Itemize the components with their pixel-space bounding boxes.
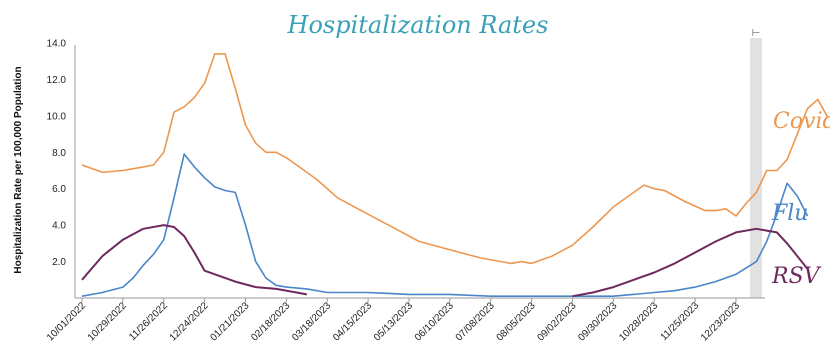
y-tick-label: 2.0	[52, 257, 66, 268]
series-lines	[81, 53, 829, 298]
y-tick-label: 14.0	[47, 39, 67, 50]
current-period-marker: ⊢	[752, 28, 761, 39]
chart-title: Hospitalization Rates	[287, 11, 549, 39]
y-tick-label: 10.0	[47, 111, 67, 122]
y-tick-label: 4.0	[52, 221, 66, 232]
y-tick-label: 12.0	[47, 75, 67, 86]
legend-rsv: RSV	[771, 264, 822, 289]
current-period-band	[750, 38, 762, 298]
series-line-rsv	[572, 227, 809, 298]
y-tick-labels: 14.0 12.0 10.0 8.0 6.0 4.0 2.0	[47, 39, 67, 269]
series-line-covid	[81, 53, 829, 265]
y-axis-label: Hospitalization Rate per 100,000 Populat…	[13, 66, 24, 273]
y-tick-label: 8.0	[52, 148, 66, 159]
y-tick-label: 6.0	[52, 184, 66, 195]
series-line-rsv	[81, 224, 307, 296]
legend-flu: Flu	[771, 201, 808, 226]
legend-covid: Covid	[773, 109, 830, 134]
